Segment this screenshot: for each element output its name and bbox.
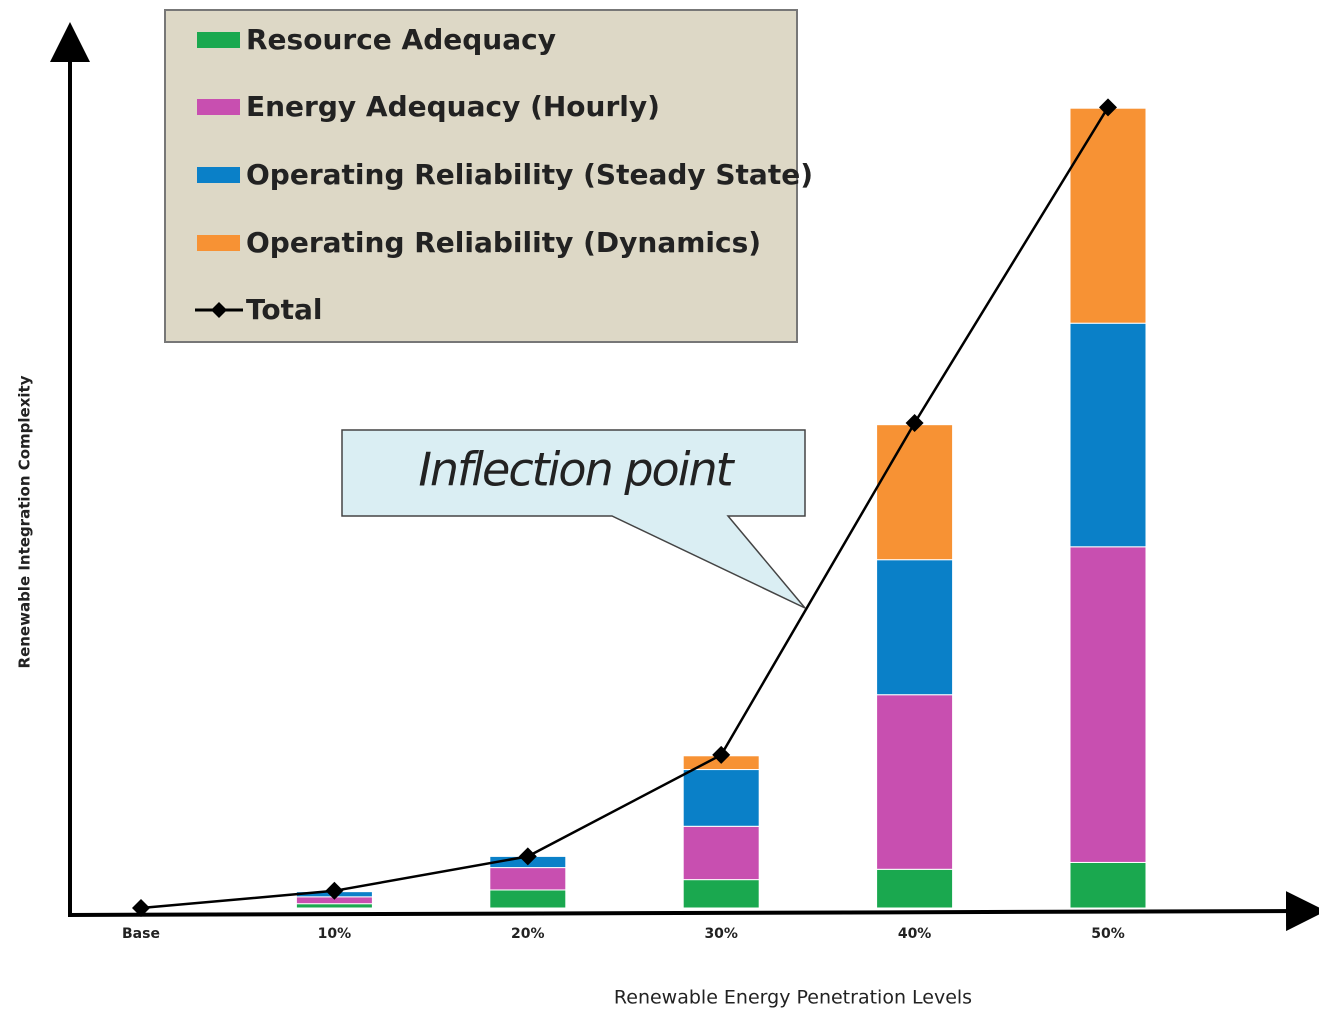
total-marker [1099,98,1117,117]
legend-swatch [197,167,240,183]
bar-segment [1069,107,1147,324]
bar-segment [876,424,954,561]
total-line [140,106,1110,910]
legend-swatch [197,99,240,115]
x-tick-label: 50% [1091,926,1125,942]
bar-segment [876,559,954,696]
legend-swatch [197,32,240,48]
total-marker [712,745,731,764]
bar-segment [489,867,567,891]
bar-segment [876,868,954,909]
bar-segment [876,694,954,870]
legend-box [164,9,798,343]
bar-segment [1069,861,1147,909]
legend-label: Resource Adequacy [246,23,556,56]
annotation: Inflection point [418,443,735,497]
x-axis-label: Renewable Energy Penetration Levels [614,987,972,1009]
total-marker [518,847,537,866]
x-tick-label: 40% [898,926,932,942]
bar-segment [682,825,760,881]
legend-label: Total [246,293,323,326]
bar-segment [1069,546,1147,863]
bar-segment [1069,322,1147,548]
x-tick-label: 20% [511,926,545,942]
bar-segment [682,769,760,827]
callout [341,429,806,609]
bar-segment [295,903,373,909]
x-tick-label: 30% [704,926,738,942]
bar-segment [682,879,760,909]
y-axis-label: Renewable Integration Complexity [16,375,34,668]
x-tick-label: 10% [318,926,352,942]
legend-label: Operating Reliability (Dynamics) [246,226,761,259]
legend-swatch [197,235,240,251]
total-marker [325,881,344,900]
legend-marker [211,302,227,318]
legend-label: Operating Reliability (Steady State) [246,158,813,191]
x-axis [67,891,1319,932]
bar-segment [489,889,567,909]
legend-label: Energy Adequacy (Hourly) [246,90,660,123]
total-marker [905,413,924,432]
x-tick-label: Base [122,926,160,942]
total-marker [132,899,150,917]
